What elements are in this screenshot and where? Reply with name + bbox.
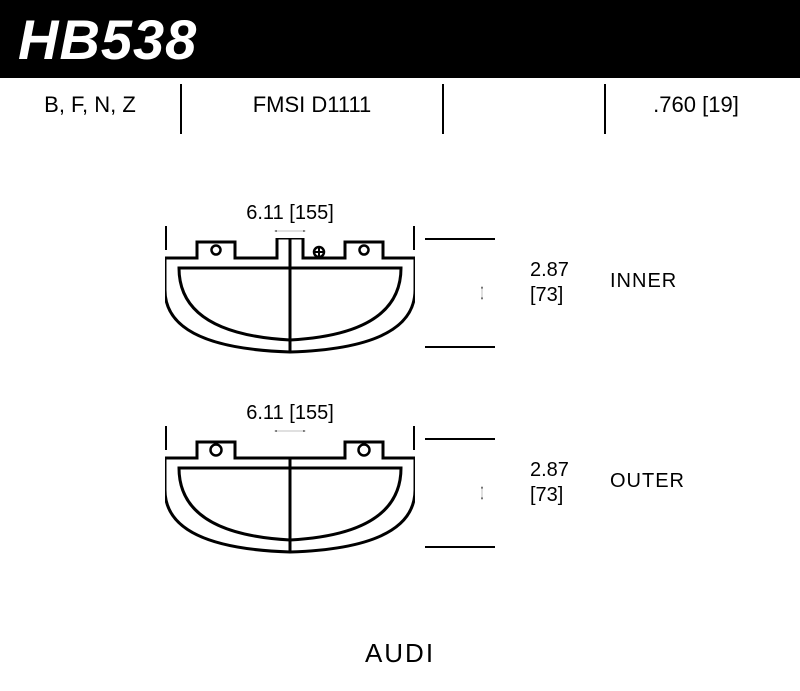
width-arrow (165, 430, 415, 432)
thickness-mm: [19] (702, 92, 739, 117)
side-label-inner: INNER (610, 270, 677, 293)
tick (425, 346, 495, 348)
fmsi-code: FMSI D1111 (182, 78, 442, 118)
width-label: 6.11 [155] (165, 402, 415, 425)
width-dimension: 6.11 [155] (165, 198, 415, 236)
tick (425, 438, 495, 440)
width-mm: [155] (289, 402, 333, 424)
height-dimension (465, 238, 515, 348)
width-mm: [155] (289, 202, 333, 224)
tick (425, 546, 495, 548)
width-in: 6.11 (246, 202, 283, 224)
diagram-area: 6.11 [155] (0, 138, 800, 618)
thickness: .760 [19] (606, 78, 786, 118)
pad-inner-shape (165, 238, 415, 356)
compound-codes: B, F, N, Z (0, 78, 180, 118)
height-mm: [73] (530, 483, 569, 508)
height-dimension (465, 438, 515, 548)
vehicle-make: AUDI (0, 638, 800, 669)
pad-outer-shape (165, 438, 415, 556)
width-label: 6.11 [155] (165, 202, 415, 225)
part-number: HB538 (18, 7, 197, 72)
side-label-outer: OUTER (610, 470, 685, 493)
tick (425, 238, 495, 240)
height-mm: [73] (530, 283, 569, 308)
width-dimension: 6.11 [155] (165, 398, 415, 436)
height-in: 2.87 (530, 258, 569, 283)
height-in: 2.87 (530, 458, 569, 483)
spec-row: B, F, N, Z FMSI D1111 .760 [19] (0, 78, 800, 138)
height-arrow (481, 238, 483, 348)
width-in: 6.11 (246, 402, 283, 424)
spec-gap (444, 78, 604, 92)
thickness-in: .760 (653, 92, 696, 117)
width-arrow (165, 230, 415, 232)
header-bar: HB538 (0, 0, 800, 78)
height-label: 2.87 [73] (530, 258, 569, 308)
height-label: 2.87 [73] (530, 458, 569, 508)
height-arrow (481, 438, 483, 548)
